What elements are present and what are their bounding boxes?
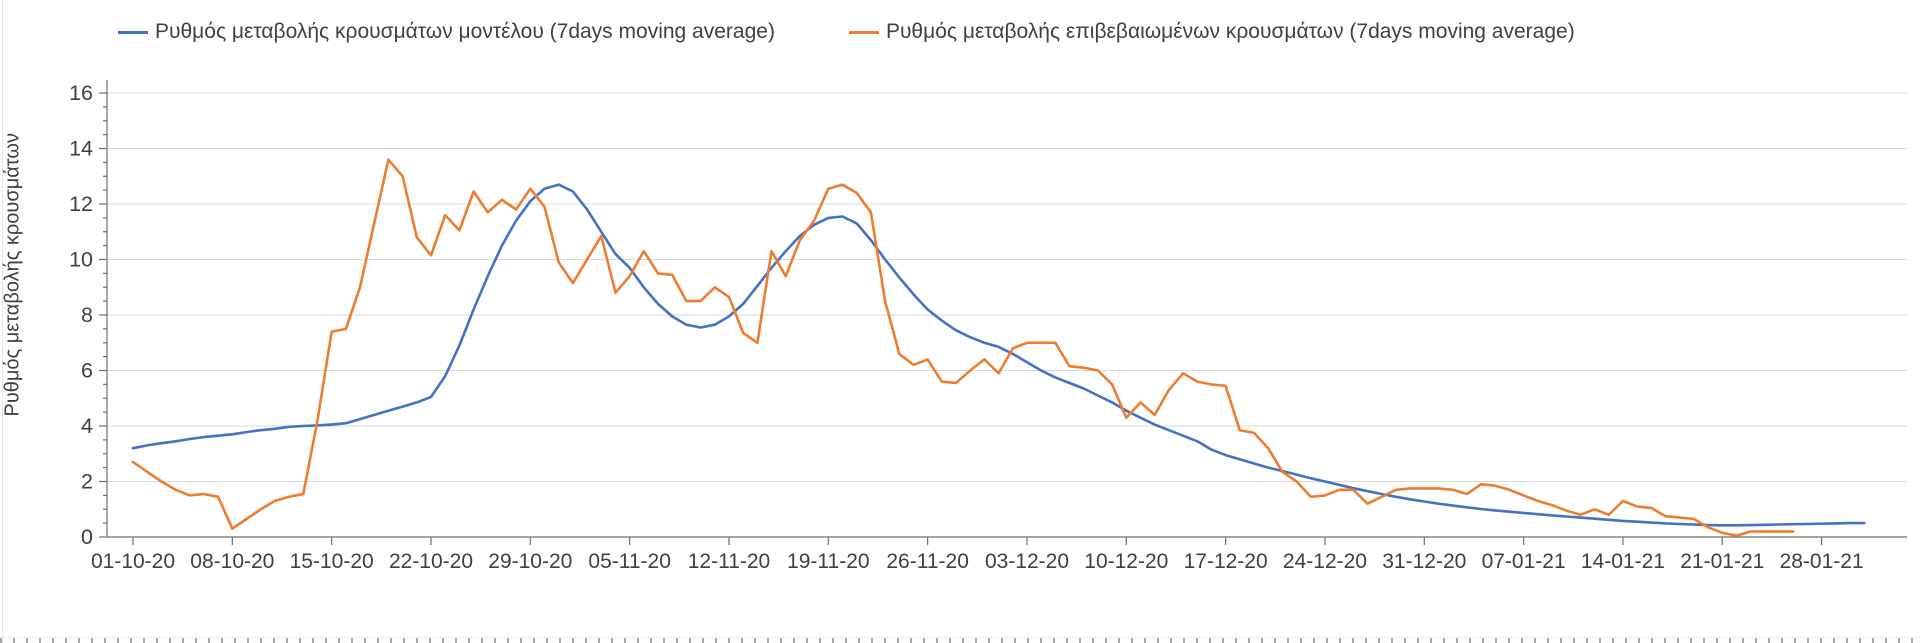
x-tick-label: 14-01-21 xyxy=(1581,550,1665,573)
x-tick-label: 15-10-20 xyxy=(290,550,374,573)
x-tick-label: 07-01-21 xyxy=(1482,550,1566,573)
y-tick-label: 0 xyxy=(81,525,93,549)
window-edge-divider xyxy=(2,0,3,643)
legend-item-confirmed: Ρυθμός μεταβολής επιβεβαιωμένων κρουσμάτ… xyxy=(848,20,1575,44)
x-tick-label: 24-12-20 xyxy=(1283,550,1367,573)
x-tick-label: 21-01-21 xyxy=(1680,550,1764,573)
legend-item-model: Ρυθμός μεταβολής κρουσμάτων μοντέλου (7d… xyxy=(118,20,775,44)
x-tick-label: 28-01-21 xyxy=(1780,550,1864,573)
chart-legend: Ρυθμός μεταβολής κρουσμάτων μοντέλου (7d… xyxy=(118,20,1575,44)
series-line-model xyxy=(131,183,1866,527)
y-tick-label: 8 xyxy=(81,303,93,327)
x-tick-label: 19-11-20 xyxy=(787,550,870,573)
x-tick-label: 05-11-20 xyxy=(588,550,671,573)
legend-label-confirmed: Ρυθμός μεταβολής επιβεβαιωμένων κρουσμάτ… xyxy=(885,20,1575,43)
y-tick-label: 2 xyxy=(81,470,93,494)
legend-label-model: Ρυθμός μεταβολής κρουσμάτων μοντέλου (7d… xyxy=(155,20,775,43)
y-tick-label: 14 xyxy=(69,137,93,161)
x-tick-label: 08-10-20 xyxy=(190,550,274,573)
x-tick-label: 26-11-20 xyxy=(886,550,969,573)
model-line-swatch-icon xyxy=(118,30,148,34)
y-tick-label: 6 xyxy=(81,359,93,383)
y-tick-label: 4 xyxy=(81,414,93,438)
x-tick-label: 17-12-20 xyxy=(1184,550,1268,573)
confirmed-line-swatch-icon xyxy=(848,30,879,34)
cropped-content-below xyxy=(0,637,1920,643)
x-tick-label: 12-11-20 xyxy=(688,550,771,573)
x-tick-label: 10-12-20 xyxy=(1084,550,1168,573)
series-line-confirmed xyxy=(131,158,1795,537)
x-tick-label: 22-10-20 xyxy=(389,550,473,573)
x-tick-label: 01-10-20 xyxy=(91,550,175,573)
x-tick-label: 29-10-20 xyxy=(488,550,572,573)
x-tick-label: 31-12-20 xyxy=(1382,550,1466,573)
y-tick-label: 16 xyxy=(69,81,93,105)
x-tick-label: 03-12-20 xyxy=(985,550,1069,573)
y-tick-label: 12 xyxy=(69,192,93,216)
y-tick-label: 10 xyxy=(69,248,93,272)
y-axis-title: Ρυθμός μεταβολής κρουσμάτων xyxy=(1,132,24,417)
